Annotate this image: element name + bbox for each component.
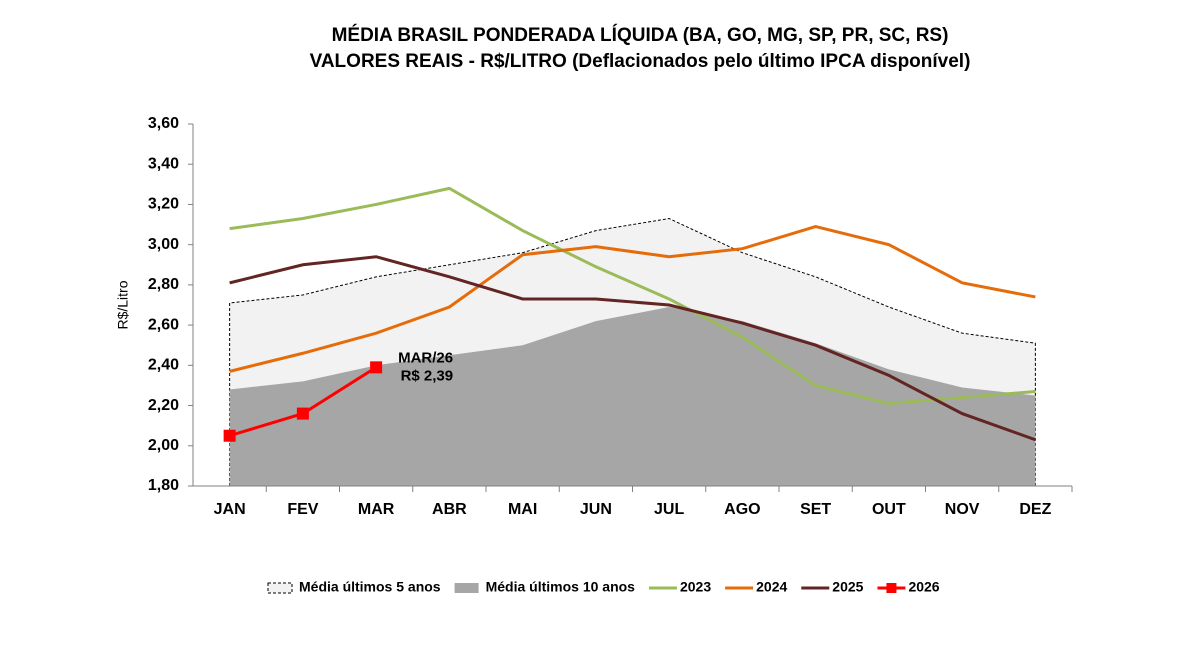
y-axis-label: R$/Litro <box>115 280 131 329</box>
line <box>229 225 1036 373</box>
x-tick-label: SET <box>800 501 831 518</box>
x-tick-label: OUT <box>872 501 906 518</box>
y-tick-label: 2,40 <box>148 357 179 374</box>
line <box>229 186 1036 406</box>
marker <box>223 429 236 442</box>
y-tick-label: 2,20 <box>148 397 179 414</box>
y-tick-label: 2,00 <box>148 437 179 454</box>
legend-label: 2025 <box>832 579 863 595</box>
x-tick-label: FEV <box>287 501 318 518</box>
legend-item: 2026 <box>877 579 940 595</box>
x-tick-label: MAR <box>358 501 395 518</box>
y-tick-label: 2,60 <box>148 316 179 333</box>
legend-label: 2024 <box>756 579 787 595</box>
legend-label: 2026 <box>908 579 939 595</box>
annotation: MAR/26 <box>398 349 453 366</box>
legend-item: 2024 <box>725 579 787 595</box>
y-tick-label: 3,00 <box>148 236 179 253</box>
y-tick-label: 3,60 <box>148 115 179 132</box>
chart-subtitle: VALORES REAIS - R$/LITRO (Deflacionados … <box>310 51 971 72</box>
line <box>229 255 1036 442</box>
chart-title: MÉDIA BRASIL PONDERADA LÍQUIDA (BA, GO, … <box>332 24 949 46</box>
x-tick-label: JUN <box>580 501 612 518</box>
y-tick-label: 1,80 <box>148 477 179 494</box>
x-tick-label: DEZ <box>1019 501 1051 518</box>
x-tick-label: ABR <box>432 501 467 518</box>
plot-area <box>223 186 1036 487</box>
legend-item: Média últimos 5 anos <box>267 579 441 595</box>
y-tick-label: 3,40 <box>148 155 179 172</box>
x-tick-label: AGO <box>724 501 760 518</box>
legend-item: 2023 <box>648 579 711 595</box>
marker <box>296 407 309 420</box>
legend-swatch <box>267 582 293 594</box>
legend-label: 2023 <box>680 579 711 595</box>
y-tick-label: 3,20 <box>148 196 179 213</box>
legend-label: Média últimos 5 anos <box>299 579 441 595</box>
x-tick-label: NOV <box>945 501 980 518</box>
x-tick-label: JUL <box>654 501 684 518</box>
x-tick-label: MAI <box>508 501 537 518</box>
y-tick-label: 2,80 <box>148 276 179 293</box>
marker <box>370 361 383 374</box>
legend-item: 2025 <box>801 579 864 595</box>
legend-swatch <box>454 583 479 593</box>
annotation: R$ 2,39 <box>401 367 454 384</box>
x-tick-label: JAN <box>214 501 246 518</box>
legend-label: Média últimos 10 anos <box>486 579 636 595</box>
legend-marker <box>886 583 897 593</box>
legend-item: Média últimos 10 anos <box>454 579 636 595</box>
